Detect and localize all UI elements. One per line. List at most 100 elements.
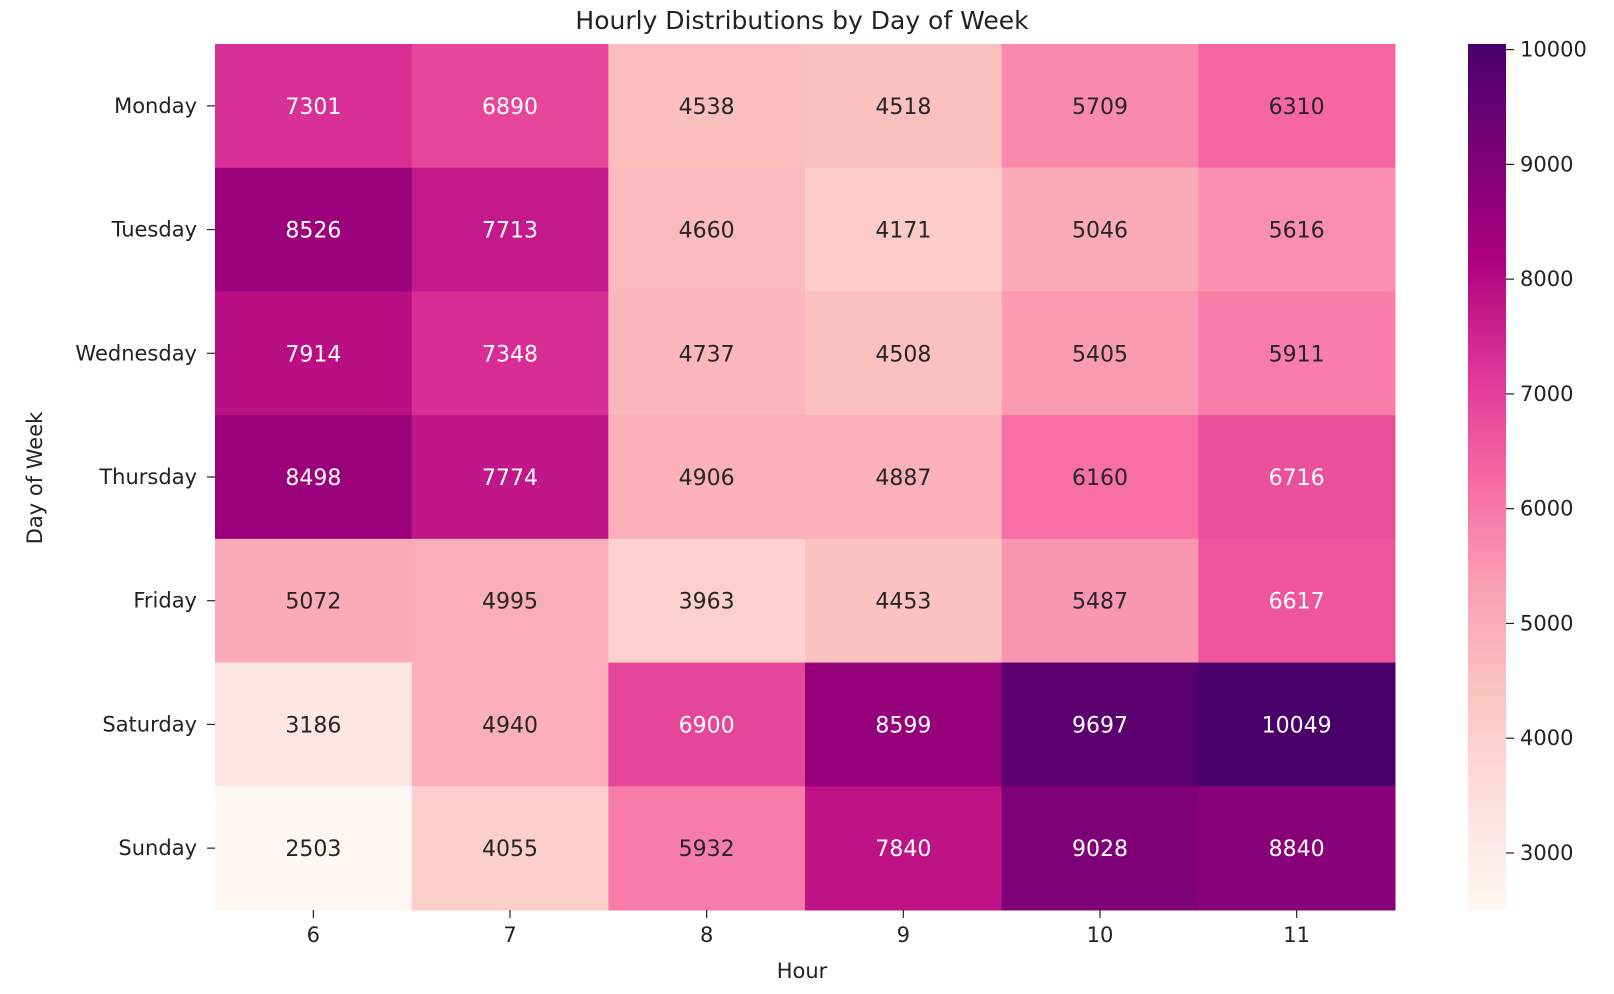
heatmap-cell [1198,662,1396,787]
heatmap-cell [608,662,806,787]
colorbar-tick-label: 10000 [1520,38,1587,62]
x-tick-label: 9 [897,923,910,947]
heatmap-cell [805,167,1003,292]
cell-value-label: 6310 [1269,95,1325,120]
cell-value-label: 5405 [1072,342,1128,367]
heatmap-cell [805,662,1003,787]
y-tick-label: Tuesday [111,218,197,242]
cell-value-label: 6900 [679,713,735,738]
cell-value-label: 7713 [482,219,538,244]
heatmap-cell [215,662,413,787]
heatmap-cell [608,167,806,292]
heatmap-cell-labels: 7301 6890 4538 4518 5709 6310 8526 7713 4660 4171… [285,95,1331,862]
cell-value-label: 8498 [285,466,341,491]
x-tick-label: 8 [700,923,713,947]
cell-value-label: 4660 [679,219,735,244]
heatmap-cell [1198,44,1396,169]
cell-value-label: 5911 [1269,342,1325,367]
cell-value-label: 4906 [679,466,735,491]
cell-value-label: 8840 [1269,837,1325,862]
y-tick-label: Monday [114,94,197,118]
heatmap-cell [608,415,806,540]
heatmap-cell [215,44,413,169]
x-tick-label: 10 [1087,923,1114,947]
cell-value-label: 7774 [482,466,538,491]
x-axis-label: Hour [777,959,828,983]
cell-value-label: 3963 [679,590,735,615]
heatmap-cell [1001,44,1199,169]
y-axis: Monday Tuesday Wednesday Thursday Friday Satu… [75,94,215,860]
cell-value-label: 4518 [875,95,931,120]
heatmap-cell [1198,291,1396,416]
cell-value-label: 7348 [482,342,538,367]
y-tick-label: Thursday [98,465,197,489]
colorbar-tick-label: 9000 [1520,152,1573,176]
heatmap-cell [608,44,806,169]
cell-value-label: 5046 [1072,219,1128,244]
cell-value-label: 7840 [875,837,931,862]
cell-value-label: 5709 [1072,95,1128,120]
heatmap-cell [411,662,609,787]
heatmap-cell [1198,167,1396,292]
heatmap-cell [608,538,806,664]
colorbar-tick-label: 4000 [1520,726,1573,750]
x-axis: 6 7 8 9 10 11 [307,910,1310,947]
colorbar-tick-label: 5000 [1520,611,1573,635]
heatmap-cell [215,415,413,540]
heatmap-cell [215,786,413,911]
y-axis-label: Day of Week [23,411,47,544]
cell-value-label: 4538 [679,95,735,120]
heatmap-cell [1001,291,1199,416]
cell-value-label: 8526 [285,219,341,244]
cell-value-label: 5932 [679,837,735,862]
cell-value-label: 4887 [875,466,931,491]
cell-value-label: 9697 [1072,713,1128,738]
cell-value-label: 4995 [482,590,538,615]
cell-value-label: 2503 [285,837,341,862]
cell-value-label: 6617 [1269,590,1325,615]
cell-value-label: 4940 [482,713,538,738]
cell-value-label: 6890 [482,95,538,120]
heatmap-cell [608,291,806,416]
heatmap-cell [1001,662,1199,787]
cell-value-label: 4508 [875,342,931,367]
heatmap-cell [805,786,1003,911]
heatmap-cell [215,538,413,664]
heatmap-cell [1001,167,1199,292]
y-tick-label: Sunday [118,836,197,860]
heatmap-cell [805,291,1003,416]
colorbar-tick-label: 7000 [1520,382,1573,406]
heatmap-cells [215,44,1396,911]
heatmap-cell [608,786,806,911]
heatmap-cell [411,786,609,911]
heatmap-cell [1198,538,1396,664]
heatmap-cell [805,44,1003,169]
colorbar-tick-label: 3000 [1520,841,1573,865]
heatmap-cell [411,291,609,416]
cell-value-label: 4737 [679,342,735,367]
cell-value-label: 3186 [285,713,341,738]
cell-value-label: 4055 [482,837,538,862]
heatmap-cell [1198,786,1396,911]
heatmap-cell [215,291,413,416]
x-tick-label: 11 [1283,923,1310,947]
x-tick-label: 7 [503,923,516,947]
heatmap-cell [805,415,1003,540]
x-tick-label: 6 [307,923,320,947]
heatmap-cell [411,538,609,664]
heatmap-cell [215,167,413,292]
heatmap-cell [1001,786,1199,911]
colorbar-tick-label: 6000 [1520,497,1573,521]
chart-title: Hourly Distributions by Day of Week [575,6,1029,35]
cell-value-label: 7301 [285,95,341,120]
heatmap-cell [1198,415,1396,540]
y-tick-label: Wednesday [75,341,197,365]
y-tick-label: Saturday [102,712,197,736]
cell-value-label: 4453 [875,590,931,615]
cell-value-label: 6716 [1269,466,1325,491]
cell-value-label: 10049 [1262,713,1332,738]
cell-value-label: 5072 [285,590,341,615]
colorbar-axis: 3000 4000 5000 6000 7000 8000 9000 10000 [1506,38,1587,865]
cell-value-label: 6160 [1072,466,1128,491]
